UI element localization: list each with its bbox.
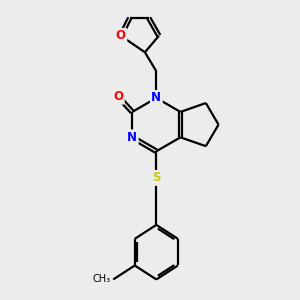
Text: N: N xyxy=(151,92,161,104)
Text: O: O xyxy=(113,90,123,103)
Text: CH₃: CH₃ xyxy=(92,274,111,284)
Text: S: S xyxy=(152,171,160,184)
Text: O: O xyxy=(116,29,126,42)
Text: N: N xyxy=(127,131,137,144)
